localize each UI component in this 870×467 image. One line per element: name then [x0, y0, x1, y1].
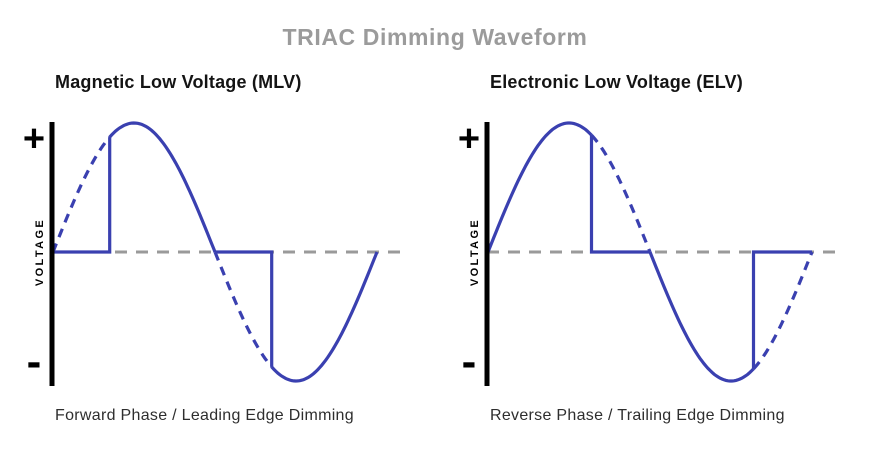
- wave-switch-edge: [215, 250, 274, 367]
- panel-heading-mlv: Magnetic Low Voltage (MLV): [55, 72, 302, 92]
- wave-conducting-portion: [108, 121, 217, 253]
- wave-cut-portion: [213, 251, 273, 368]
- panel-heading-elv: Electronic Low Voltage (ELV): [490, 72, 743, 92]
- panel-caption-elv: Reverse Phase / Trailing Edge Dimming: [490, 407, 785, 424]
- wave-switch-edge: [751, 250, 812, 369]
- wave-switch-edge: [589, 135, 650, 254]
- panel-caption-mlv: Forward Phase / Leading Edge Dimming: [55, 407, 354, 424]
- plus-label: +: [458, 118, 480, 160]
- voltage-axis-label: VOLTAGE: [469, 218, 481, 286]
- wave-cut-portion: [51, 136, 111, 253]
- minus-label: -: [462, 337, 477, 386]
- wave-conducting-portion: [270, 251, 379, 383]
- wave-cut-portion: [590, 134, 652, 253]
- voltage-axis-label: VOLTAGE: [34, 218, 46, 286]
- waveform-chart-elv: + - VOLTAGE: [458, 118, 838, 386]
- waveform-chart-mlv: + - VOLTAGE: [23, 118, 401, 386]
- plus-label: +: [23, 118, 45, 160]
- wave-conducting-portion: [486, 121, 593, 253]
- wave-group: [486, 121, 814, 383]
- wave-switch-edge: [53, 137, 112, 254]
- wave-group: [51, 121, 379, 383]
- page-title: TRIAC Dimming Waveform: [282, 24, 588, 50]
- wave-conducting-portion: [648, 251, 755, 383]
- minus-label: -: [27, 337, 42, 386]
- wave-cut-portion: [752, 251, 814, 370]
